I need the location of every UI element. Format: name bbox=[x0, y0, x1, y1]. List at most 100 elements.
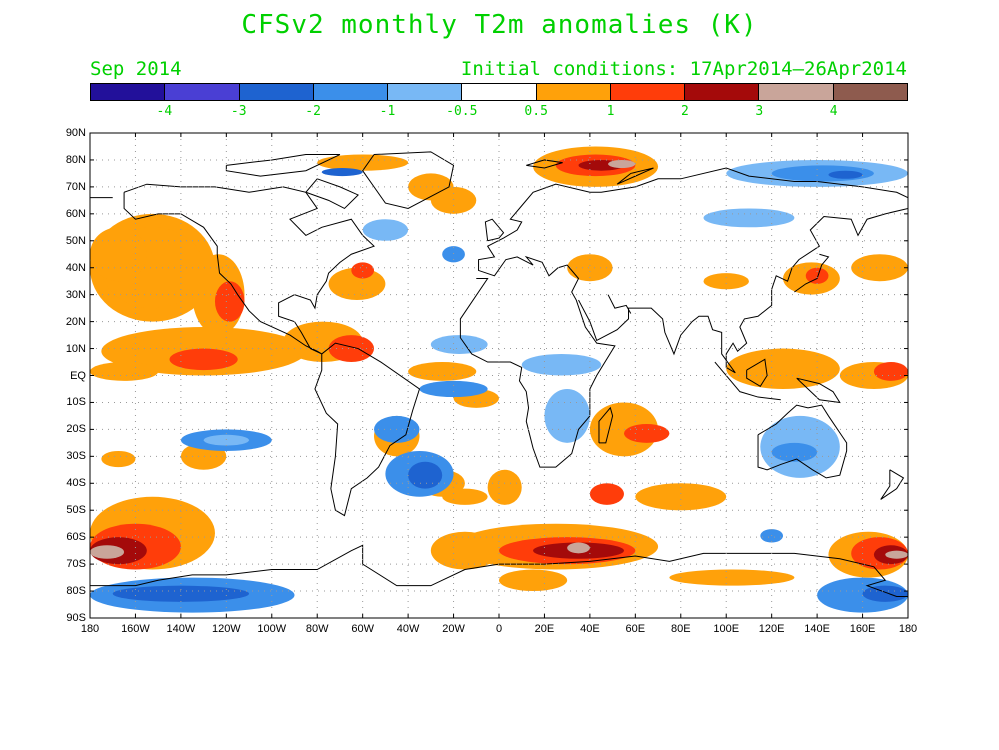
anomaly-region bbox=[351, 262, 375, 279]
colorbar-tick-label: -0.5 bbox=[446, 104, 478, 119]
anomaly-region bbox=[487, 469, 522, 505]
latitude-label: 90N bbox=[65, 127, 86, 139]
anomaly-region bbox=[321, 168, 363, 177]
anomaly-region bbox=[430, 186, 477, 214]
colorbar-swatch bbox=[685, 84, 760, 100]
coastline bbox=[880, 469, 905, 500]
latitude-label: 80S bbox=[66, 585, 86, 598]
anomaly-region bbox=[726, 348, 840, 389]
colorbar-tick-label: -1 bbox=[379, 104, 396, 119]
anomaly-fills bbox=[90, 146, 908, 613]
longitude-label: 120E bbox=[758, 623, 785, 635]
coastline bbox=[746, 358, 768, 387]
latitude-label: 40S bbox=[66, 477, 86, 490]
longitude-label: 160E bbox=[849, 623, 876, 635]
longitude-label: 120W bbox=[211, 623, 241, 635]
anomaly-region bbox=[521, 353, 602, 376]
chart-title: CFSv2 monthly T2m anomalies (K) bbox=[241, 10, 758, 40]
coastline bbox=[305, 178, 359, 210]
colorbar-swatch bbox=[313, 84, 389, 100]
longitude-label: 160W bbox=[121, 623, 150, 635]
longitude-label: 60E bbox=[625, 623, 646, 635]
coastline bbox=[484, 218, 505, 242]
latitude-label: 70N bbox=[65, 180, 86, 193]
colorbar-swatch bbox=[388, 84, 463, 100]
coastline bbox=[757, 404, 848, 479]
anomaly-region bbox=[408, 362, 477, 381]
colorbar-swatch bbox=[462, 84, 537, 100]
colorbar-swatch bbox=[165, 84, 240, 100]
latitude-label: 10S bbox=[66, 396, 86, 409]
anomaly-region bbox=[703, 208, 795, 228]
coastline bbox=[607, 294, 632, 314]
coastline bbox=[616, 167, 654, 185]
anomaly-region bbox=[408, 461, 443, 489]
coastline bbox=[714, 361, 781, 401]
longitude-label: 0 bbox=[495, 623, 503, 635]
anomaly-region bbox=[101, 450, 136, 468]
coastline bbox=[598, 406, 614, 444]
anomaly-region bbox=[169, 348, 238, 371]
colorbar-tick-label: 2 bbox=[680, 104, 689, 119]
anomaly-region bbox=[623, 424, 670, 443]
anomaly-region bbox=[498, 569, 568, 592]
longitude-label: 100E bbox=[713, 623, 740, 635]
anomaly-region bbox=[430, 335, 488, 354]
anomaly-region bbox=[430, 531, 499, 570]
initial-conditions: Initial conditions: 17Apr2014–26Apr2014 bbox=[460, 58, 907, 80]
latitude-label: 80N bbox=[65, 153, 86, 166]
longitude-label: 60W bbox=[351, 623, 374, 635]
anomaly-region bbox=[885, 550, 908, 559]
latitude-label: 30N bbox=[65, 288, 86, 301]
colorbar-tick-label: -4 bbox=[156, 104, 173, 119]
anomaly-region bbox=[805, 267, 829, 284]
anomaly-region bbox=[589, 483, 624, 505]
coastline bbox=[796, 377, 841, 404]
anomaly-region bbox=[328, 267, 386, 301]
latitude-label: 10N bbox=[65, 342, 86, 355]
latitude-label: 90S bbox=[66, 612, 86, 624]
longitude-label: 40E bbox=[580, 623, 600, 635]
longitude-label: 140E bbox=[804, 623, 830, 635]
latitude-label: 50N bbox=[65, 234, 86, 247]
colorbar-swatch bbox=[610, 84, 686, 100]
longitude-label: 80E bbox=[670, 623, 691, 635]
anomaly-region bbox=[828, 170, 863, 179]
map-frame bbox=[89, 132, 909, 619]
anomaly-region bbox=[589, 402, 659, 457]
colorbar-tick-label: 3 bbox=[755, 104, 764, 119]
longitude-label: 180 bbox=[80, 623, 100, 635]
anomaly-region bbox=[328, 335, 375, 363]
anomaly-region bbox=[419, 380, 488, 398]
longitude-label: 20E bbox=[534, 623, 555, 635]
coastline bbox=[314, 342, 421, 517]
colorbar-swatch bbox=[239, 84, 314, 100]
longitude-label: 40W bbox=[396, 623, 420, 635]
anomaly-region bbox=[567, 542, 590, 554]
anomaly-region bbox=[317, 154, 409, 171]
coastline bbox=[526, 159, 563, 169]
colorbar-swatch bbox=[759, 84, 834, 100]
colorbar-tick-label: 1 bbox=[606, 104, 615, 119]
latitude-label: 50S bbox=[66, 504, 86, 517]
graticule bbox=[89, 132, 909, 619]
anomaly-region bbox=[862, 585, 908, 602]
anomaly-region bbox=[851, 254, 908, 282]
anomaly-region bbox=[203, 434, 250, 446]
latitude-label: 20N bbox=[65, 315, 86, 328]
longitude-label: 80W bbox=[305, 623, 329, 635]
longitude-label: 100W bbox=[257, 623, 287, 635]
anomaly-region bbox=[90, 545, 125, 559]
anomaly-region bbox=[703, 273, 749, 290]
anomaly-region bbox=[362, 219, 409, 241]
latitude-label: 60S bbox=[66, 531, 86, 544]
coastline bbox=[225, 154, 341, 177]
colorbar-tick-label: 4 bbox=[829, 104, 838, 119]
longitude-label: 20W bbox=[442, 623, 465, 635]
colorbar-swatch bbox=[536, 84, 611, 100]
latitude-label: 30S bbox=[66, 450, 86, 463]
anomaly-region bbox=[771, 442, 818, 462]
latitude-label: 60N bbox=[65, 207, 86, 220]
coastline bbox=[362, 151, 455, 209]
